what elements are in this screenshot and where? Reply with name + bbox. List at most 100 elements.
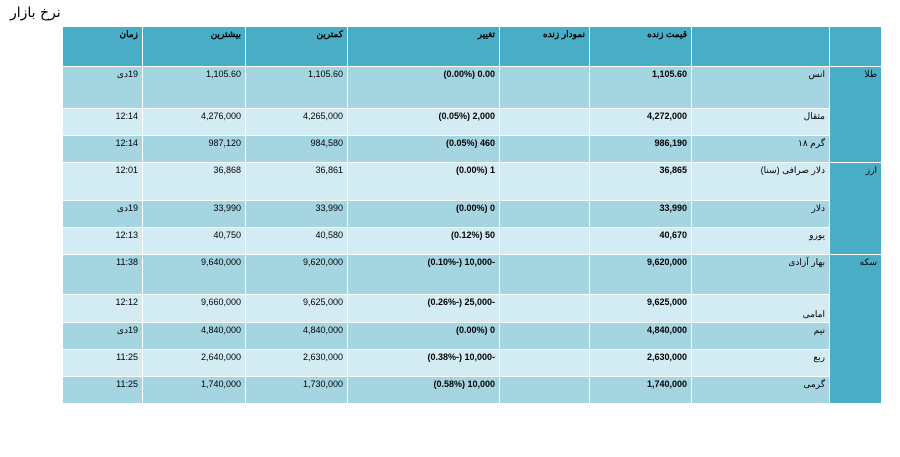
header-live-price: قیمت زنده bbox=[589, 26, 692, 67]
change-value: 0 (0.00%) bbox=[347, 322, 500, 350]
table-row: ارز دلار صرافی (سنا) 36,865 1 (0.00%) 36… bbox=[62, 162, 882, 255]
table-row: گرم ۱۸ 986,190 460 (0.05%) 984,580 987,1… bbox=[62, 135, 882, 163]
high-value: 36,868 bbox=[142, 162, 246, 201]
high-value: 987,120 bbox=[142, 135, 246, 163]
table-row: امامی 9,625,000 -25,000 (-0.26%) 9,625,0… bbox=[62, 294, 882, 323]
live-chart-cell bbox=[499, 349, 590, 377]
group-label-currency: ارز bbox=[829, 162, 882, 255]
table-row: دلار 33,990 0 (0.00%) 33,990 33,990 19دی bbox=[62, 200, 882, 228]
change-value: 0 (0.00%) bbox=[347, 200, 500, 228]
live-chart-cell bbox=[499, 294, 590, 323]
live-price: 1,105.60 bbox=[589, 66, 692, 109]
item-name: دلار bbox=[691, 200, 830, 228]
time-value: 11:25 bbox=[62, 349, 143, 377]
time-value: 11:38 bbox=[62, 254, 143, 295]
high-value: 4,840,000 bbox=[142, 322, 246, 350]
header-time: زمان bbox=[62, 26, 143, 67]
time-value: 12:01 bbox=[62, 162, 143, 201]
header-group bbox=[829, 26, 882, 67]
page-title: نرخ بازار bbox=[10, 5, 61, 21]
item-name: انس bbox=[691, 66, 830, 109]
item-name: یورو bbox=[691, 227, 830, 255]
table-row: سکه بهار آزادی 9,620,000 -10,000 (-0.10%… bbox=[62, 254, 882, 404]
item-name: ربع bbox=[691, 349, 830, 377]
low-value: 1,730,000 bbox=[245, 376, 348, 404]
table-row: ربع 2,630,000 -10,000 (-0.38%) 2,630,000… bbox=[62, 349, 882, 377]
high-value: 2,640,000 bbox=[142, 349, 246, 377]
low-value: 1,105.60 bbox=[245, 66, 348, 109]
item-name: گرم ۱۸ bbox=[691, 135, 830, 163]
live-price: 986,190 bbox=[589, 135, 692, 163]
time-value: 12:14 bbox=[62, 135, 143, 163]
low-value: 2,630,000 bbox=[245, 349, 348, 377]
high-value: 9,660,000 bbox=[142, 294, 246, 323]
table-row: یورو 40,670 50 (0.12%) 40,580 40,750 12:… bbox=[62, 227, 882, 255]
time-value: 12:12 bbox=[62, 294, 143, 323]
live-price: 4,272,000 bbox=[589, 108, 692, 136]
live-chart-cell bbox=[499, 162, 590, 201]
table-row: مثقال 4,272,000 2,000 (0.05%) 4,265,000 … bbox=[62, 108, 882, 136]
item-name: مثقال bbox=[691, 108, 830, 136]
time-value: 11:25 bbox=[62, 376, 143, 404]
live-price: 9,625,000 bbox=[589, 294, 692, 323]
low-value: 36,861 bbox=[245, 162, 348, 201]
item-name: بهار آزادی bbox=[691, 254, 830, 295]
group-label-coin: سکه bbox=[829, 254, 882, 404]
table-row: نیم 4,840,000 0 (0.00%) 4,840,000 4,840,… bbox=[62, 322, 882, 350]
low-value: 4,265,000 bbox=[245, 108, 348, 136]
change-value: -25,000 (-0.26%) bbox=[347, 294, 500, 323]
header-change: تغییر bbox=[347, 26, 500, 67]
low-value: 9,625,000 bbox=[245, 294, 348, 323]
live-chart-cell bbox=[499, 66, 590, 109]
change-value: 0.00 (0.00%) bbox=[347, 66, 500, 109]
table-header-row: قیمت زنده نمودار زنده تغییر کمترین بیشتر… bbox=[62, 26, 882, 67]
time-value: 12:14 bbox=[62, 108, 143, 136]
change-value: -10,000 (-0.38%) bbox=[347, 349, 500, 377]
live-chart-cell bbox=[499, 227, 590, 255]
market-rates-table: قیمت زنده نمودار زنده تغییر کمترین بیشتر… bbox=[62, 26, 882, 404]
live-price: 36,865 bbox=[589, 162, 692, 201]
table-row: طلا انس 1,105.60 0.00 (0.00%) 1,105.60 1… bbox=[62, 66, 882, 163]
high-value: 9,640,000 bbox=[142, 254, 246, 295]
high-value: 4,276,000 bbox=[142, 108, 246, 136]
live-chart-cell bbox=[499, 254, 590, 295]
live-chart-cell bbox=[499, 108, 590, 136]
change-value: 10,000 (0.58%) bbox=[347, 376, 500, 404]
live-chart-cell bbox=[499, 376, 590, 404]
live-price: 9,620,000 bbox=[589, 254, 692, 295]
time-value: 12:13 bbox=[62, 227, 143, 255]
high-value: 33,990 bbox=[142, 200, 246, 228]
high-value: 40,750 bbox=[142, 227, 246, 255]
live-chart-cell bbox=[499, 322, 590, 350]
high-value: 1,740,000 bbox=[142, 376, 246, 404]
header-name bbox=[691, 26, 830, 67]
live-price: 2,630,000 bbox=[589, 349, 692, 377]
group-label-gold: طلا bbox=[829, 66, 882, 163]
header-live-chart: نمودار زنده bbox=[499, 26, 590, 67]
high-value: 1,105.60 bbox=[142, 66, 246, 109]
header-low: کمترین bbox=[245, 26, 348, 67]
low-value: 40,580 bbox=[245, 227, 348, 255]
live-chart-cell bbox=[499, 135, 590, 163]
change-value: 2,000 (0.05%) bbox=[347, 108, 500, 136]
low-value: 9,620,000 bbox=[245, 254, 348, 295]
item-name: نیم bbox=[691, 322, 830, 350]
live-chart-cell bbox=[499, 200, 590, 228]
live-price: 40,670 bbox=[589, 227, 692, 255]
time-value: 19دی bbox=[62, 200, 143, 228]
change-value: 1 (0.00%) bbox=[347, 162, 500, 201]
item-name: دلار صرافی (سنا) bbox=[691, 162, 830, 201]
low-value: 984,580 bbox=[245, 135, 348, 163]
change-value: 460 (0.05%) bbox=[347, 135, 500, 163]
header-high: بیشترین bbox=[142, 26, 246, 67]
change-value: 50 (0.12%) bbox=[347, 227, 500, 255]
time-value: 19دی bbox=[62, 322, 143, 350]
live-price: 1,740,000 bbox=[589, 376, 692, 404]
low-value: 4,840,000 bbox=[245, 322, 348, 350]
time-value: 19دی bbox=[62, 66, 143, 109]
item-name: گرمی bbox=[691, 376, 830, 404]
item-name: امامی bbox=[691, 294, 830, 323]
change-value: -10,000 (-0.10%) bbox=[347, 254, 500, 295]
live-price: 33,990 bbox=[589, 200, 692, 228]
low-value: 33,990 bbox=[245, 200, 348, 228]
